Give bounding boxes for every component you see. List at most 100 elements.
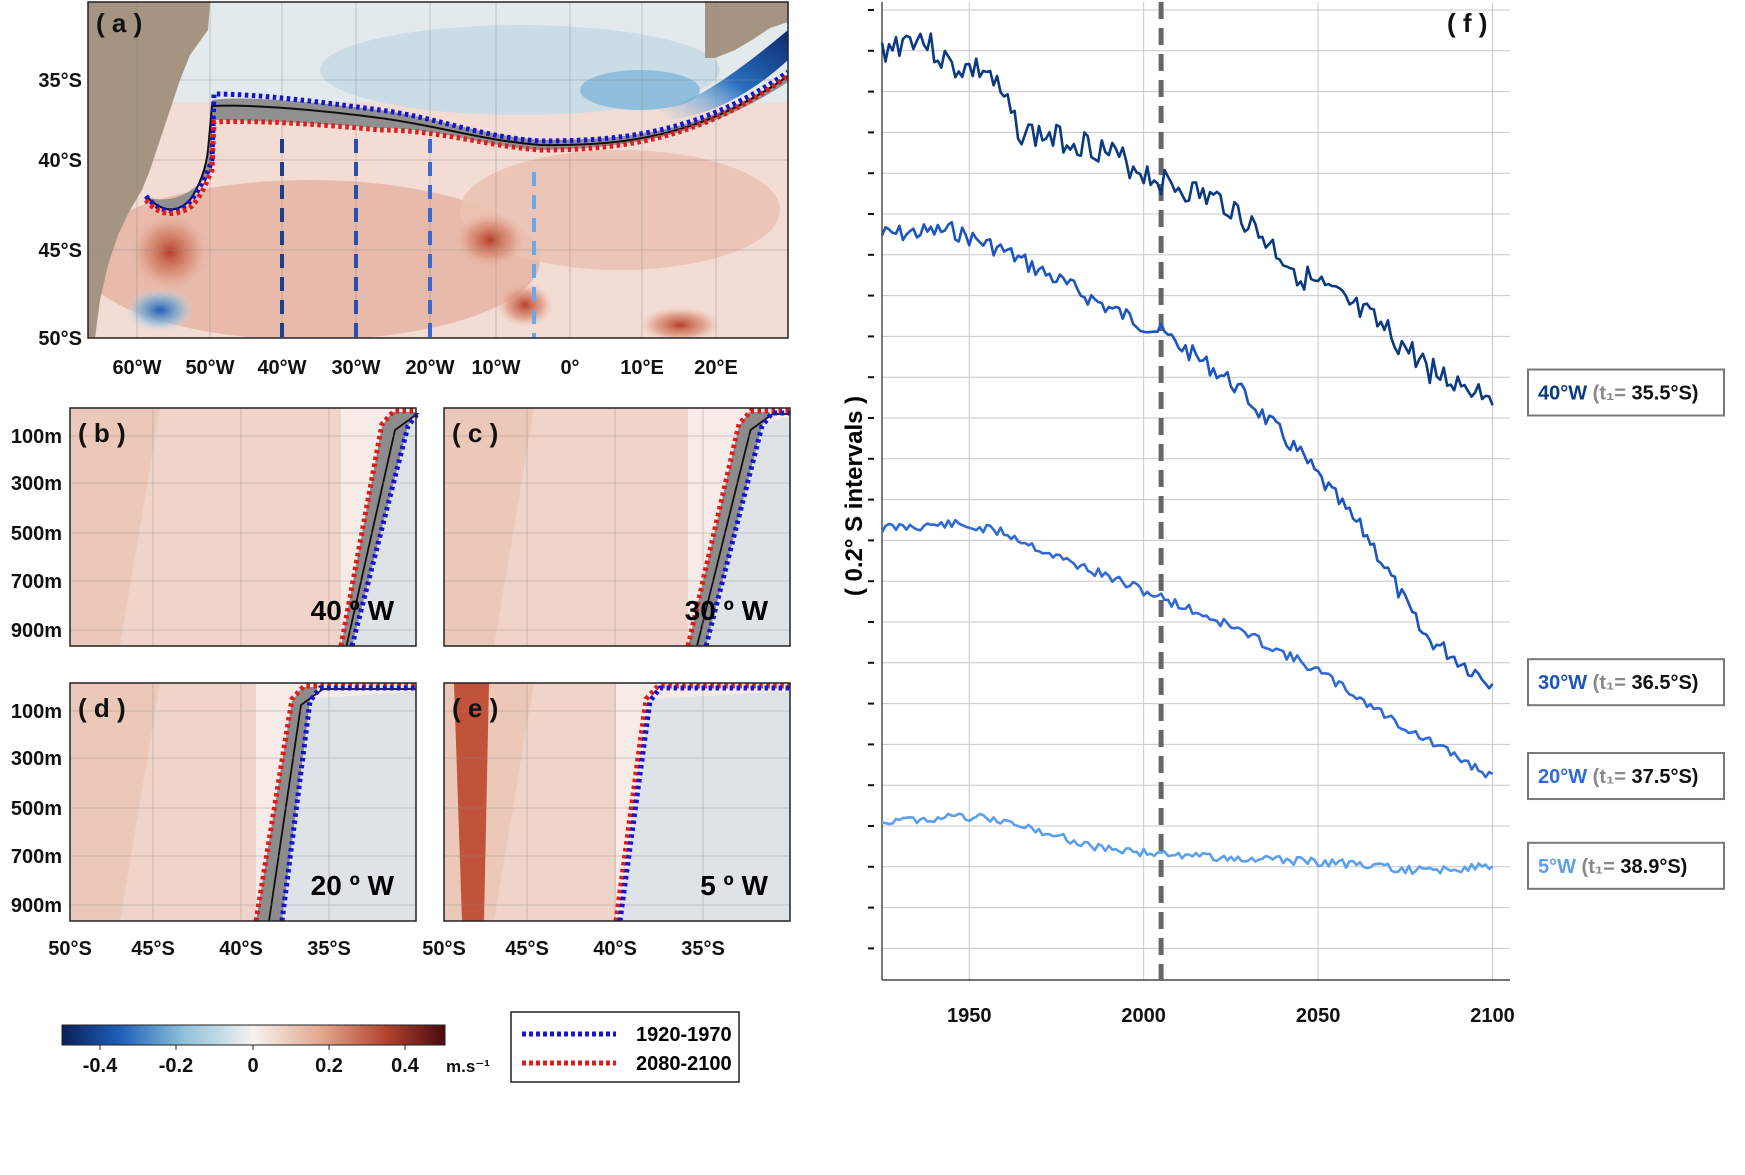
series-label-frame xyxy=(1527,368,1725,417)
series-name: 30°W xyxy=(1538,672,1587,694)
colorbar-ticks: -0.4 -0.2 0 0.2 0.4 xyxy=(83,1045,420,1077)
section-frame xyxy=(69,407,417,647)
series-label-box: 20°W (t₁= 37.5°S) xyxy=(1527,752,1725,801)
series-name: 40°W xyxy=(1538,383,1587,405)
section-lat-tick: 50°S xyxy=(422,938,466,960)
map-x-tick-label: 20°W xyxy=(405,357,454,379)
colorbar-tick-label: -0.4 xyxy=(83,1055,118,1077)
series-lat: 37.5°S xyxy=(1632,766,1692,788)
section-lat-tick: 40°S xyxy=(219,938,263,960)
legend-label-1920-1970: 1920-1970 xyxy=(636,1024,732,1046)
map-x-tick-label: 10°E xyxy=(620,357,664,379)
series-t1-prefix: (t₁= xyxy=(1587,383,1631,405)
section-front-2080-2100 xyxy=(613,683,790,922)
panel-a-x-ticks: 60°W 50°W 40°W 30°W 20°W 10°W 0° 10°E 20°E xyxy=(112,357,737,379)
panel-a-frame xyxy=(87,1,789,339)
section-frame xyxy=(443,407,791,647)
front-2080-2100 xyxy=(144,73,788,216)
section-depth-tick: 900m xyxy=(11,895,62,917)
map-y-tick-label: 50°S xyxy=(38,328,82,350)
section-grid xyxy=(69,683,416,921)
panel-f-y-label: ( 0.2° S intervals ) xyxy=(841,396,868,596)
colorbar-tick-label: -0.2 xyxy=(159,1055,193,1077)
colorbar: -0.4 -0.2 0 0.2 0.4 m.s⁻¹ xyxy=(61,1024,490,1077)
section-warm-core xyxy=(444,408,534,646)
map-agulhas-current xyxy=(660,30,788,120)
section-lat-tick: 35°S xyxy=(307,938,351,960)
section-front-2080-2100 xyxy=(253,683,416,922)
panel-f-x-tick-label: 2000 xyxy=(1121,1005,1166,1027)
map-hotspot xyxy=(454,212,526,268)
map-x-tick-label: 30°W xyxy=(331,357,380,379)
panel-f-x-tick-label: 1950 xyxy=(947,1005,992,1027)
colorbar-tick-label: 0.2 xyxy=(315,1055,343,1077)
map-y-tick-label: 40°S xyxy=(38,150,82,172)
section-cool-side xyxy=(352,416,416,646)
series-name: 20°W xyxy=(1538,766,1587,788)
section-jet-core xyxy=(454,683,489,921)
section-lat-tick: 45°S xyxy=(131,938,175,960)
colorbar-gradient xyxy=(61,1024,446,1046)
series-line-1 xyxy=(880,220,1494,690)
map-x-tick-label: 20°E xyxy=(694,357,738,379)
series-t1-prefix: (t₁= xyxy=(1587,672,1631,694)
series-t1-prefix: (t₁= xyxy=(1576,856,1620,878)
map-hotspot xyxy=(640,307,720,338)
legend-label-2080-2100: 2080-2100 xyxy=(636,1053,732,1075)
section-frame xyxy=(69,682,417,922)
series-label-box: 40°W (t₁= 35.5°S) xyxy=(1527,368,1725,417)
section-panels: ( b ) 40 º W 100m 300m 500m 700m 900m ( c ) 30 º… xyxy=(11,407,791,960)
front-1920-1970 xyxy=(144,69,788,214)
panel-f-grid xyxy=(881,2,1510,981)
series-lat: 38.9°S xyxy=(1620,856,1680,878)
section-warm-core xyxy=(70,683,160,921)
map-x-tick-label: 10°W xyxy=(471,357,520,379)
series-line-0 xyxy=(880,32,1494,406)
section-lat-tick: 40°S xyxy=(593,938,637,960)
panel-f-x-tick-label: 2100 xyxy=(1470,1005,1515,1027)
section-front-1920-1970 xyxy=(617,685,790,922)
section-cool-side xyxy=(706,416,790,646)
section-front-2080-2100 xyxy=(338,408,416,647)
section-front-band xyxy=(688,412,770,646)
section-depth-tick: 100m xyxy=(11,701,62,723)
section-frame xyxy=(443,682,791,922)
colorbar-tick-label: 0 xyxy=(247,1055,258,1077)
section-panel-c: ( c ) 30 º W xyxy=(443,407,791,647)
panel-f: 1950 2000 2050 2100 40°W (t₁= 35.5°S)30°W (… xyxy=(841,2,1725,1027)
panel-f-x-ticks: 1950 2000 2050 2100 xyxy=(947,1005,1515,1027)
front-shift-band xyxy=(150,75,788,210)
land-south-america xyxy=(88,2,210,338)
series-line-3 xyxy=(881,812,1494,876)
section-depth-tick: 500m xyxy=(11,798,62,820)
map-x-tick-label: 40°W xyxy=(257,357,306,379)
series-label-frame xyxy=(1527,841,1725,890)
section-panel-title: 20 º W xyxy=(311,870,395,901)
section-panel-label: ( c ) xyxy=(452,418,498,448)
series-label-text: 5°W (t₁= 38.9°S) xyxy=(1538,856,1687,878)
panel-a xyxy=(88,2,788,338)
section-panel-title: 40 º W xyxy=(311,595,395,626)
series-t1-suffix: ) xyxy=(1692,383,1699,405)
map-warm-region-2 xyxy=(460,150,780,270)
series-lat: 35.5°S xyxy=(1632,383,1692,405)
section-front-1920-1970 xyxy=(703,410,790,647)
map-x-tick-label: 0° xyxy=(560,357,579,379)
land-africa xyxy=(705,2,788,58)
panel-f-background xyxy=(882,2,1510,980)
map-y-tick-label: 35°S xyxy=(38,70,82,92)
series-t1-suffix: ) xyxy=(1692,672,1699,694)
map-y-tick-label: 45°S xyxy=(38,240,82,262)
panel-a-y-ticks: 35°S 40°S 45°S 50°S xyxy=(38,70,82,350)
map-warm-region xyxy=(88,180,540,338)
section-depth-tick: 500m xyxy=(11,523,62,545)
map-hotspot xyxy=(497,283,553,327)
series-lat: 36.5°S xyxy=(1632,672,1692,694)
section-lat-tick: 45°S xyxy=(505,938,549,960)
section-panel-e: ( e ) 5 º W 50°S 45°S 40°S 35°S xyxy=(422,682,791,960)
series-t1-prefix: (t₁= xyxy=(1587,766,1631,788)
legend: 1920-1970 2080-2100 xyxy=(510,1011,740,1083)
series-label-box: 5°W (t₁= 38.9°S) xyxy=(1527,841,1725,890)
section-depth-tick: 700m xyxy=(11,571,62,593)
